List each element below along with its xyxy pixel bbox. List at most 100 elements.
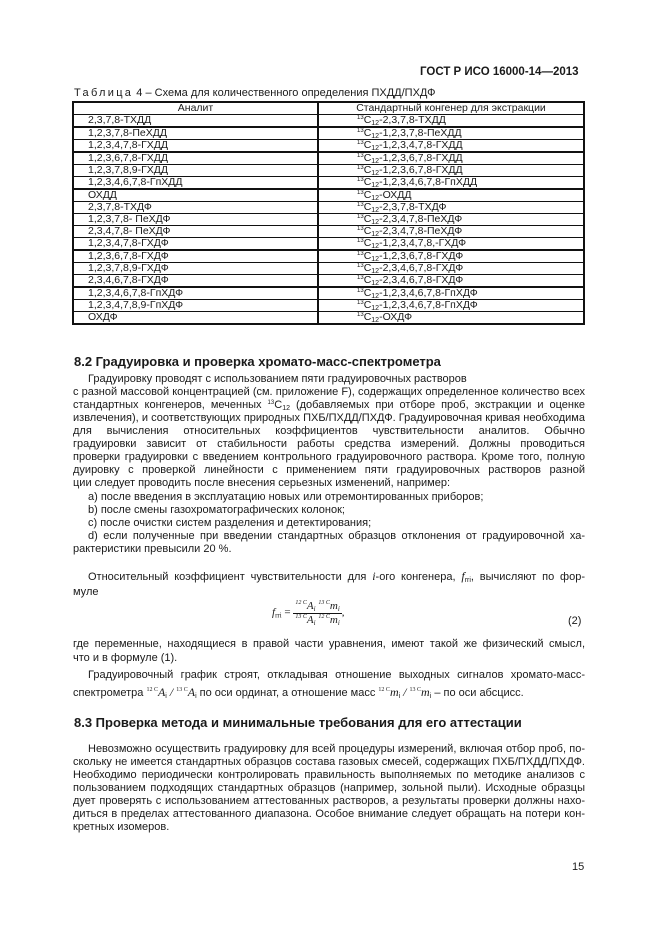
text-segment: градуировки зависит от стабильности рабо… [73, 438, 585, 450]
table-row: 1,2,3,4,7,8-ГХДФ 13C12-1,2,3,4,7,8,-ГХДФ [72, 237, 585, 251]
text-line: диться в пределах аттестованного диапазо… [73, 808, 585, 821]
text-segment: 12 [282, 405, 290, 412]
analyte-cell: 1,2,3,4,6,7,8-ГпХДФ [72, 286, 319, 300]
text-line: c) после очистки систем разделения и дет… [88, 517, 585, 530]
text-segment: b) после смены газохроматографических ко… [88, 504, 345, 516]
text-segment: Относительный коэффициент чувствительнос… [88, 571, 373, 583]
text-line: d) если полученные при введении стандарт… [88, 530, 585, 543]
text-segment: – по оси абсцисс. [431, 687, 524, 699]
text-segment: дуировку с проверкой линейности с примен… [73, 464, 585, 476]
text-segment: рактеристики превысили 20 %. [73, 543, 232, 555]
table-row: 2,3,7,8-ТХДД 13C12-2,3,7,8-ТХДД [72, 114, 585, 128]
standard-cell: 13C12-2,3,4,7,8-ПеХДФ [317, 225, 585, 238]
analyte-cell: 1,2,3,4,6,7,8-ГпХДД [72, 176, 319, 190]
text-segment: i [429, 693, 432, 700]
standard-cell: 13C12-1,2,3,4,6,7,8-ГпХДФ [317, 286, 585, 300]
text-line: b) после смены газохроматографических ко… [88, 504, 585, 517]
text-segment: что и в формуле (1). [73, 652, 178, 664]
text-segment: i [195, 693, 197, 700]
text-segment: для вычисления относительных коэффициент… [73, 425, 585, 437]
text-line: спектрометра 12 CAi / 13 CAi по оси орди… [73, 684, 585, 701]
formula-lhs-sub: rri [275, 611, 282, 620]
table-row: 1,2,3,4,7,8-ГХДД 13C12-1,2,3,4,7,8-ГХДД [72, 139, 585, 153]
analyte-cell: 1,2,3,6,7,8-ГХДФ [72, 249, 319, 263]
table-row: ОХДД 13C12-ОХДД [72, 188, 585, 202]
text-segment: с разной массовой концентрацией (см. при… [73, 386, 585, 398]
text-line: извлечения), и соответствующих природных… [73, 412, 585, 425]
text-segment: A [157, 685, 166, 699]
text-segment: диться в пределах аттестованного диапазо… [73, 808, 585, 820]
formula-lhs: f [272, 606, 276, 619]
standard-cell: 13C12-ОХДД [317, 188, 585, 202]
text-line: пользованием подходящих стандартных обра… [73, 782, 585, 795]
text-segment: где переменные, находящиеся в правой час… [73, 638, 585, 650]
text-segment: ции следует проводить после внесения сер… [73, 477, 451, 489]
text-segment: 13 [267, 400, 275, 406]
text-line: Градуировку проводят с использованием пя… [88, 373, 585, 386]
text-segment: rri [464, 577, 471, 583]
table-caption: Таблица 4 – Схема для количественного оп… [74, 87, 436, 99]
analyte-cell: 1,2,3,4,7,8,9-ГпХДФ [72, 299, 319, 312]
text-segment: i [398, 693, 401, 700]
text-line: для вычисления относительных коэффициент… [73, 425, 585, 438]
document-id-header: ГОСТ Р ИСО 16000-14—2013 [420, 66, 579, 78]
table-header-row: Аналит Стандартный конгенер для экстракц… [72, 101, 585, 115]
text-segment: муле [73, 586, 99, 598]
standard-cell: 13C12-2,3,4,6,7,8-ГХДФ [317, 262, 585, 275]
table-row: 1,2,3,6,7,8-ГХДФ 13C12-1,2,3,6,7,8-ГХДФ [72, 249, 585, 263]
standard-cell: 13C12-2,3,7,8-ТХДД [317, 114, 585, 128]
column-header-analyte: Аналит [72, 101, 319, 115]
text-segment: d) если полученные при введении стандарт… [88, 530, 585, 542]
text-line: Градуировочный график строят, откладывая… [88, 669, 585, 682]
text-line: ции следует проводить после внесения сер… [73, 477, 585, 490]
text-segment: спектрометра [73, 687, 147, 699]
column-header-standard: Стандартный конгенер для экстракции [317, 101, 585, 115]
analyte-cell: 1,2,3,6,7,8-ГХДД [72, 151, 319, 165]
text-segment: 12 C [146, 687, 158, 693]
text-segment: i [372, 570, 376, 583]
analyte-cell: 2,3,7,8-ТХДД [72, 114, 319, 128]
text-line: что и в формуле (1). [73, 652, 585, 665]
table-row: 2,3,4,7,8- ПеХДФ 13C12-2,3,4,7,8-ПеХДФ [72, 225, 585, 238]
table-row: 1,2,3,7,8,9-ГХДД 13C12-1,2,3,6,7,8-ГХДД [72, 164, 585, 177]
text-segment: извлечения), и соответствующих природных… [73, 412, 585, 424]
text-segment: 13 C [176, 687, 188, 693]
analyte-cell: 1,2,3,4,7,8-ГХДФ [72, 237, 319, 251]
text-segment: проверки градуировки с введением контрол… [73, 451, 585, 463]
analyte-cell: 1,2,3,7,8,9-ГХДФ [72, 262, 319, 275]
text-segment: / [400, 685, 410, 699]
formula-number: (2) [568, 615, 582, 627]
formula-fraction: 12 CAi 13 Cmi 13 CAi 12 Cmi [293, 600, 342, 627]
section-8-2-heading: 8.2 Градуировка и проверка хромато-масс-… [74, 354, 441, 369]
text-line: муле [73, 586, 585, 599]
standard-cell: 13C12-2,3,4,6,7,8-ГХДФ [317, 274, 585, 288]
table-row: ОХДФ 13C12-ОХДФ [72, 311, 585, 325]
formula-2: frri = 12 CAi 13 Cmi 13 CAi 12 Cmi , [272, 600, 345, 627]
text-line: Невозможно осуществить градуировку для в… [88, 743, 585, 756]
text-segment: m [421, 685, 430, 699]
analyte-cell: 1,2,3,7,8- ПеХДФ [72, 213, 319, 226]
table-row: 1,2,3,6,7,8-ГХДД 13C12-1,2,3,6,7,8-ГХДД [72, 151, 585, 165]
text-segment: (добавляемых при отборе проб, экстракции… [295, 399, 585, 411]
text-segment: 12 C [378, 687, 390, 693]
standard-cell: 13C12-1,2,3,7,8-ПеХДД [317, 126, 585, 140]
text-segment: Градуировочный график строят, откладывая… [88, 669, 585, 681]
analyte-cell: 2,3,4,7,8- ПеХДФ [72, 225, 319, 238]
table-row: 1,2,3,7,8- ПеХДФ 13C12-2,3,4,7,8-ПеХДФ [72, 213, 585, 226]
analyte-cell: 1,2,3,7,8-ПеХДД [72, 126, 319, 140]
text-segment: скольку не имеется стандартных образцов … [73, 756, 585, 768]
text-segment: Невозможно осуществить градуировку для в… [88, 743, 585, 755]
text-line: проверки градуировки с введением контрол… [73, 451, 585, 464]
standard-cell: 13C12-1,2,3,4,7,8-ГХДД [317, 139, 585, 153]
text-segment: m [389, 685, 399, 699]
analyte-cell: 2,3,4,6,7,8-ГХДФ [72, 274, 319, 288]
text-line: Относительный коэффициент чувствительнос… [88, 570, 585, 583]
text-segment: c) после очистки систем разделения и дет… [88, 517, 372, 529]
text-segment: -ого конгенера, [375, 571, 462, 583]
text-segment: по оси ординат, а отношение масс [196, 687, 379, 699]
text-segment: Градуировку проводят с использованием пя… [88, 373, 467, 385]
text-segment: C [274, 399, 283, 411]
text-line: a) после введения в эксплуатацию новых и… [88, 491, 585, 504]
text-line: стандартных конгенеров, меченных 13C12 (… [73, 399, 585, 412]
congener-table: Аналит Стандартный конгенер для экстракц… [72, 101, 585, 325]
